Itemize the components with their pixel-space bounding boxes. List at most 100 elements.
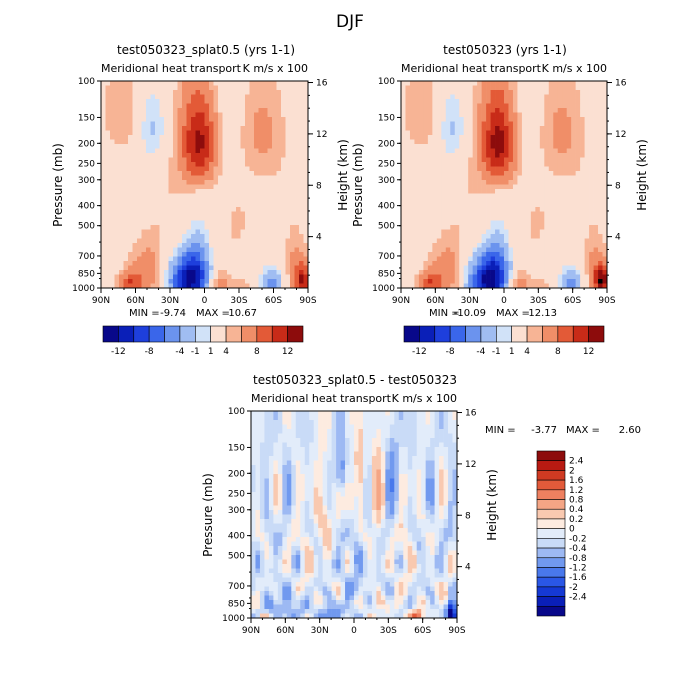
heatmap-cell <box>128 81 133 86</box>
heatmap-cell <box>276 85 282 91</box>
heatmap-cell <box>548 229 554 235</box>
heatmap-cell <box>254 130 259 136</box>
heatmap-cell <box>213 139 219 145</box>
heatmap-cell <box>450 234 456 239</box>
heatmap-cell <box>472 225 478 230</box>
heatmap-cell <box>459 171 464 176</box>
heatmap-cell <box>177 283 183 289</box>
heatmap-cell <box>539 162 545 167</box>
heatmap-cell <box>490 139 496 145</box>
heatmap-cell <box>432 90 438 95</box>
y-tick-label: 850 <box>78 269 95 279</box>
heatmap-cell <box>231 243 237 248</box>
heatmap-cell <box>303 180 309 185</box>
heatmap-cell <box>141 247 147 253</box>
heatmap-cell <box>285 265 291 271</box>
heatmap-cell <box>354 456 359 461</box>
heatmap-cell <box>589 108 594 113</box>
heatmap-cell <box>119 175 124 181</box>
heatmap-cell <box>436 198 442 203</box>
heatmap-cell <box>276 117 282 122</box>
heatmap-cell <box>303 139 309 145</box>
heatmap-cell <box>267 148 273 154</box>
heatmap-cell <box>401 189 406 194</box>
heatmap-cell <box>389 415 395 421</box>
heatmap-cell <box>114 243 120 248</box>
heatmap-cell <box>101 279 106 284</box>
heatmap-cell <box>584 256 590 262</box>
heatmap-cell <box>155 180 160 185</box>
heatmap-cell <box>548 148 554 154</box>
heatmap-cell <box>454 126 460 131</box>
heatmap-cell <box>468 220 473 226</box>
heatmap-cell <box>263 144 268 149</box>
heatmap-cell <box>521 207 527 212</box>
heatmap-cell <box>101 153 106 158</box>
heatmap-cell <box>504 274 509 280</box>
heatmap-cell <box>285 198 291 203</box>
heatmap-cell <box>213 99 219 104</box>
heatmap-cell <box>110 252 115 257</box>
heatmap-cell <box>584 238 590 244</box>
heatmap-cell <box>434 429 440 434</box>
heatmap-cell <box>177 90 183 95</box>
heatmap-cell <box>468 207 473 212</box>
heatmap-cell <box>195 81 201 86</box>
heatmap-cell <box>119 207 124 212</box>
heatmap-cell <box>401 130 406 136</box>
heatmap-cell <box>137 247 142 253</box>
heatmap-cell <box>575 99 581 104</box>
heatmap-cell <box>401 202 406 208</box>
heatmap-cell <box>486 144 491 149</box>
heatmap-cell <box>168 229 174 235</box>
heatmap-cell <box>276 229 282 235</box>
heatmap-cell <box>571 243 576 248</box>
heatmap-cell <box>258 207 264 212</box>
heatmap-cell <box>490 202 496 208</box>
heatmap-cell <box>394 456 400 461</box>
heatmap-cell <box>191 193 196 199</box>
heatmap-cell <box>276 198 282 203</box>
heatmap-cell <box>159 184 165 190</box>
heatmap-cell <box>472 220 478 226</box>
heatmap-cell <box>164 202 169 208</box>
heatmap-cell <box>231 202 237 208</box>
heatmap-cell <box>119 184 124 190</box>
heatmap-cell <box>405 202 411 208</box>
heatmap-cell <box>114 279 120 284</box>
heatmap-cell <box>566 90 572 95</box>
heatmap-cell <box>200 162 205 167</box>
heatmap-cell <box>191 81 196 86</box>
heatmap-cell <box>155 270 160 275</box>
heatmap-cell <box>481 108 487 113</box>
heatmap-cell <box>575 94 581 100</box>
heatmap-cell <box>371 442 377 448</box>
heatmap-cell <box>128 121 133 127</box>
heatmap-cell <box>580 117 585 122</box>
heatmap-cell <box>272 108 277 113</box>
heatmap-cell <box>254 243 259 248</box>
heatmap-cell <box>263 175 268 181</box>
heatmap-cell <box>508 153 514 158</box>
heatmap-cell <box>303 175 309 181</box>
heatmap-cell <box>405 94 411 100</box>
heatmap-cell <box>295 415 301 421</box>
heatmap-cell <box>227 193 232 199</box>
heatmap-cell <box>236 202 241 208</box>
heatmap-cell <box>249 139 255 145</box>
heatmap-cell <box>236 184 241 190</box>
heatmap-cell <box>300 447 306 452</box>
heatmap-cell <box>105 216 111 221</box>
heatmap-cell <box>182 112 187 118</box>
heatmap-cell <box>119 189 124 194</box>
heatmap-cell <box>263 270 268 275</box>
heatmap-cell <box>110 261 115 266</box>
heatmap-cell <box>548 247 554 253</box>
heatmap-cell <box>580 220 585 226</box>
heatmap-cell <box>571 153 576 158</box>
heatmap-cell <box>463 94 469 100</box>
heatmap-cell <box>409 94 415 100</box>
heatmap-cell <box>249 229 255 235</box>
heatmap-cell <box>204 229 210 235</box>
heatmap-cell <box>277 420 283 425</box>
